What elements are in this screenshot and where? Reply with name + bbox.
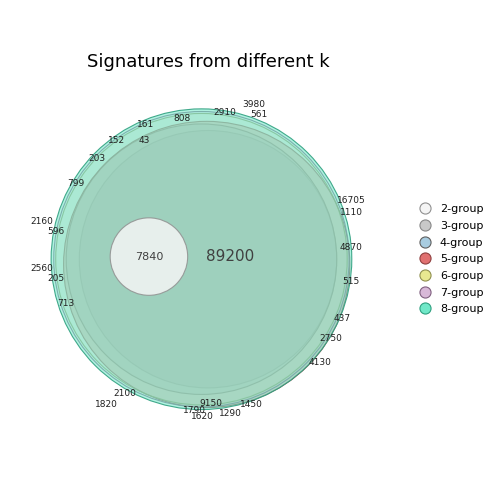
Text: 205: 205 (48, 274, 65, 283)
Circle shape (64, 121, 350, 408)
Circle shape (56, 113, 347, 405)
Text: 203: 203 (89, 154, 106, 163)
Circle shape (110, 218, 187, 295)
Title: Signatures from different k: Signatures from different k (87, 53, 329, 71)
Text: 1450: 1450 (239, 401, 263, 409)
Text: 2750: 2750 (319, 334, 342, 343)
Text: 596: 596 (48, 227, 65, 236)
Text: 1820: 1820 (95, 400, 117, 409)
Text: 2100: 2100 (113, 389, 136, 398)
Text: 7840: 7840 (135, 251, 163, 262)
Circle shape (66, 124, 337, 395)
Circle shape (54, 111, 349, 407)
Text: 9150: 9150 (199, 399, 222, 408)
Text: 713: 713 (57, 299, 74, 308)
Text: 2910: 2910 (213, 108, 236, 117)
Text: 161: 161 (137, 120, 154, 129)
Text: 89200: 89200 (206, 249, 255, 264)
Text: 16705: 16705 (337, 196, 366, 205)
Text: 1790: 1790 (183, 406, 206, 415)
Text: 43: 43 (139, 136, 150, 145)
Text: 152: 152 (108, 136, 125, 145)
Text: 808: 808 (174, 114, 191, 123)
Text: 2160: 2160 (30, 217, 53, 226)
Text: 799: 799 (68, 179, 85, 188)
Text: 515: 515 (343, 277, 360, 286)
Text: 3980: 3980 (242, 100, 265, 109)
Text: 437: 437 (334, 314, 350, 324)
Legend: 2-group, 3-group, 4-group, 5-group, 6-group, 7-group, 8-group: 2-group, 3-group, 4-group, 5-group, 6-gr… (414, 199, 489, 320)
Text: 1290: 1290 (219, 409, 241, 418)
Text: 2560: 2560 (30, 264, 53, 273)
Text: 1620: 1620 (192, 412, 214, 421)
Text: 4870: 4870 (340, 243, 363, 252)
Circle shape (51, 109, 352, 410)
Text: 1110: 1110 (340, 208, 363, 217)
Text: 4130: 4130 (308, 358, 331, 367)
Text: 561: 561 (250, 110, 267, 119)
Circle shape (79, 131, 337, 388)
